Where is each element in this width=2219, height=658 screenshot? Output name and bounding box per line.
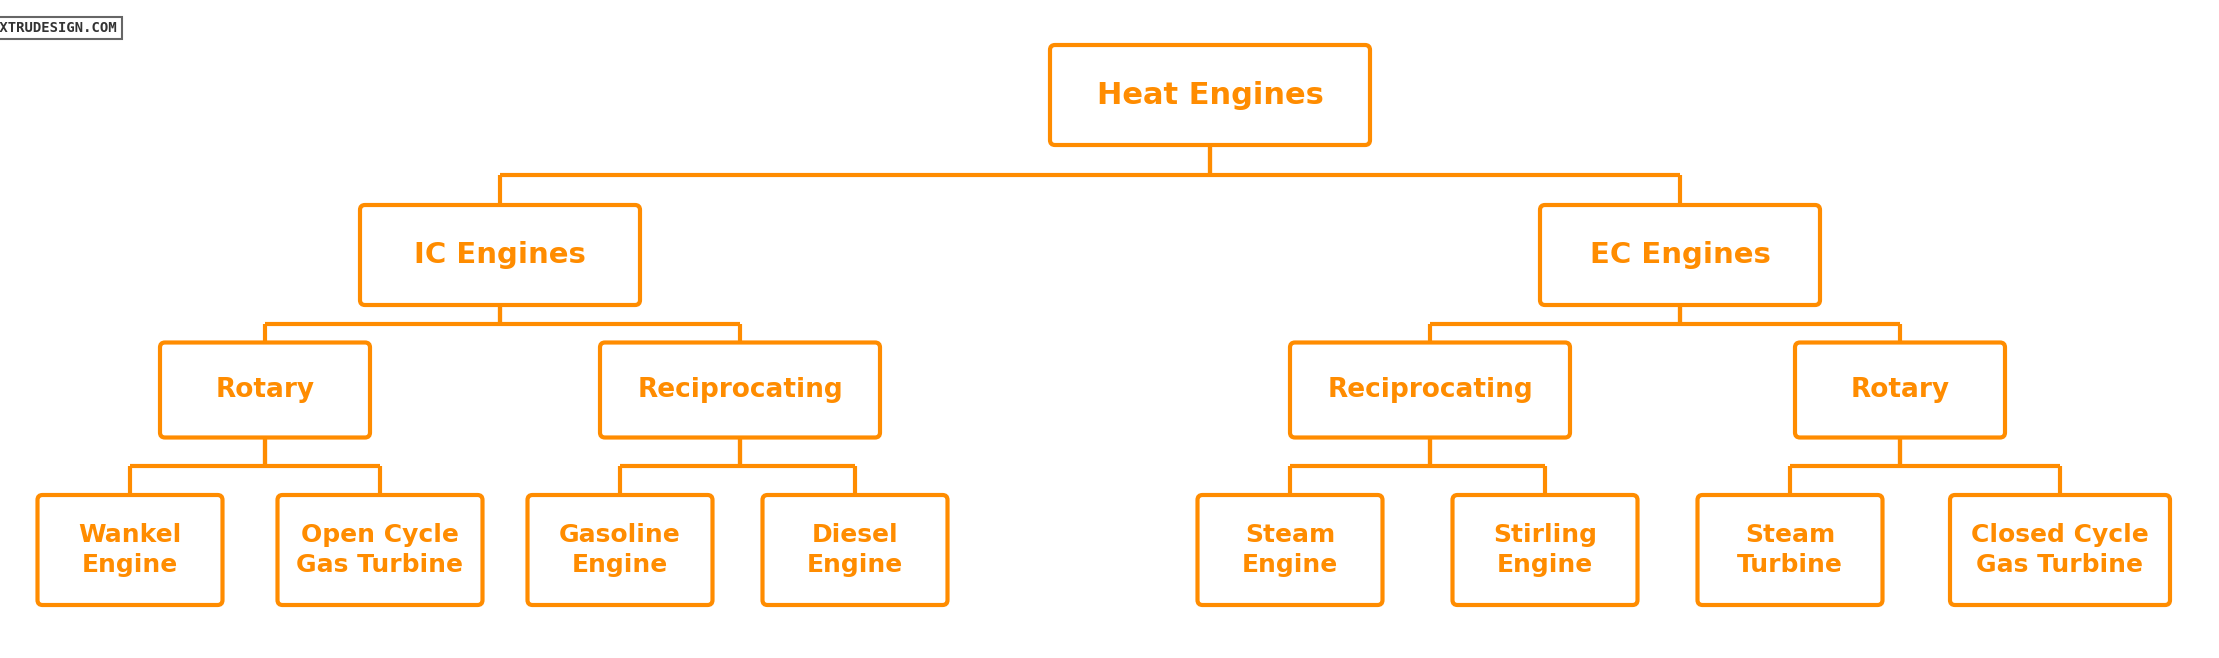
Text: Gasoline
Engine: Gasoline Engine — [559, 522, 681, 577]
Text: Steam
Turbine: Steam Turbine — [1737, 522, 1844, 577]
FancyBboxPatch shape — [1453, 495, 1638, 605]
FancyBboxPatch shape — [599, 343, 881, 438]
FancyBboxPatch shape — [1951, 495, 2170, 605]
Text: Reciprocating: Reciprocating — [637, 377, 843, 403]
Text: Closed Cycle
Gas Turbine: Closed Cycle Gas Turbine — [1970, 522, 2148, 577]
FancyBboxPatch shape — [359, 205, 639, 305]
Text: EC Engines: EC Engines — [1589, 241, 1771, 269]
FancyBboxPatch shape — [1198, 495, 1382, 605]
FancyBboxPatch shape — [1795, 343, 2006, 438]
FancyBboxPatch shape — [1698, 495, 1882, 605]
Text: Rotary: Rotary — [1851, 377, 1951, 403]
FancyBboxPatch shape — [38, 495, 222, 605]
FancyBboxPatch shape — [160, 343, 371, 438]
FancyBboxPatch shape — [763, 495, 948, 605]
FancyBboxPatch shape — [277, 495, 482, 605]
Text: Heat Engines: Heat Engines — [1096, 80, 1323, 109]
Text: Diesel
Engine: Diesel Engine — [808, 522, 903, 577]
Text: Steam
Engine: Steam Engine — [1243, 522, 1338, 577]
Text: Stirling
Engine: Stirling Engine — [1493, 522, 1598, 577]
Text: Wankel
Engine: Wankel Engine — [78, 522, 182, 577]
Text: IC Engines: IC Engines — [415, 241, 586, 269]
Text: EXTRUDESIGN.COM: EXTRUDESIGN.COM — [0, 21, 118, 35]
Text: Open Cycle
Gas Turbine: Open Cycle Gas Turbine — [297, 522, 464, 577]
FancyBboxPatch shape — [528, 495, 712, 605]
FancyBboxPatch shape — [1540, 205, 1820, 305]
FancyBboxPatch shape — [1050, 45, 1369, 145]
Text: Reciprocating: Reciprocating — [1327, 377, 1533, 403]
Text: Rotary: Rotary — [215, 377, 315, 403]
FancyBboxPatch shape — [1289, 343, 1571, 438]
